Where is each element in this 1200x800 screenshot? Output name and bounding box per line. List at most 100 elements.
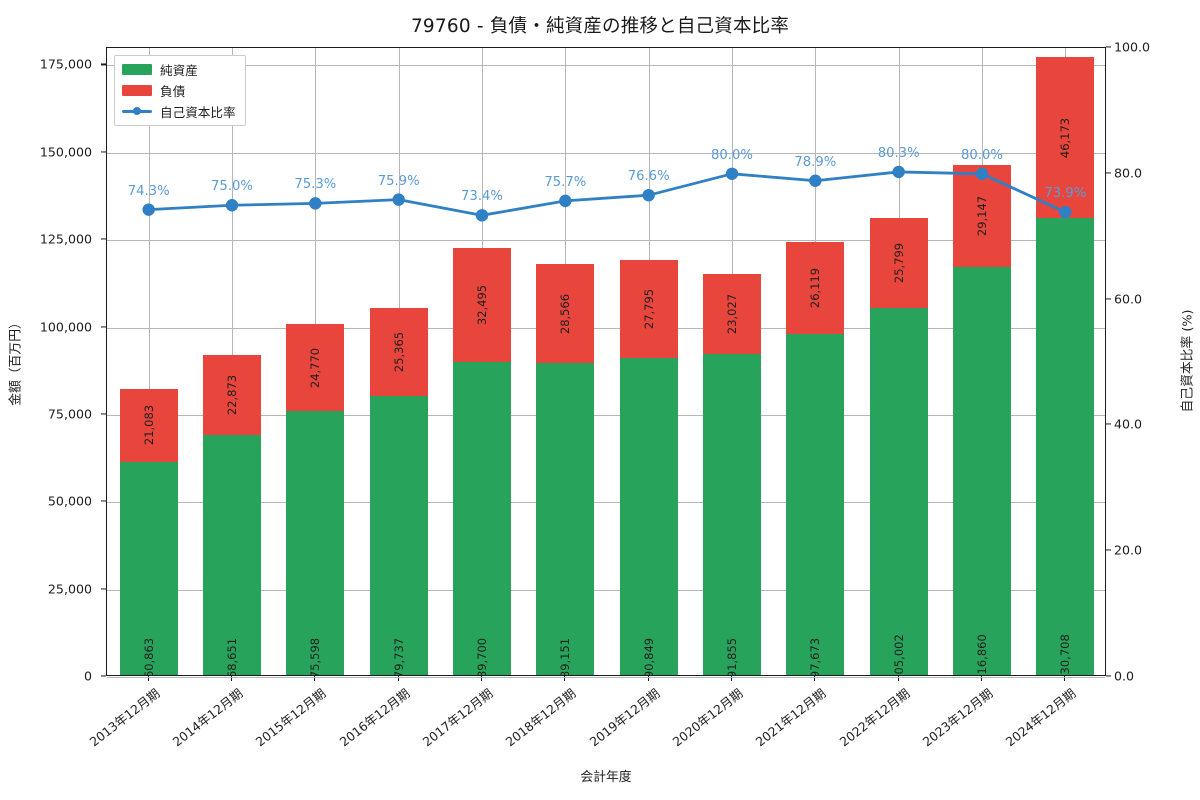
ratio-marker[interactable] — [142, 203, 155, 216]
ratio-label-layer: 74.3% 75.0% 75.3% 75.9% 73.4% 75.7% 76.6% 80.0%… — [107, 48, 1105, 675]
plot-area: 60,863 21,083 68,651 22,873 75,598 24,770 79,7… — [106, 47, 1106, 678]
legend: 純資産負債自己資本比率 — [114, 55, 246, 126]
bar-segment-liability[interactable]: 32,495 — [452, 248, 512, 362]
ratio-marker[interactable] — [1059, 205, 1072, 219]
x-axis-tick-label: 2022年12月期 — [836, 685, 913, 750]
bar-segment-equity[interactable]: 79,737 — [369, 396, 428, 675]
ratio-line-layer — [107, 48, 1105, 675]
y-axis-left-tick-label: 125,000 — [39, 231, 92, 247]
bar-segment-equity[interactable]: 60,863 — [119, 462, 178, 675]
ratio-marker[interactable] — [725, 167, 739, 180]
x-axis-tick-label: 2024年12月期 — [1002, 685, 1079, 750]
bar-segment-liability[interactable]: 27,795 — [619, 260, 678, 358]
gridline-vertical — [148, 48, 150, 675]
x-axis-tick-mark — [981, 676, 983, 681]
bar-segment-liability[interactable]: 23,027 — [702, 273, 762, 355]
bar-group[interactable]: 90,849 27,795 — [619, 260, 678, 675]
ratio-value-label: 80.3% — [877, 145, 920, 161]
gridline-horizontal — [107, 677, 1105, 678]
ratio-marker[interactable] — [892, 165, 905, 179]
x-axis-tick-mark — [397, 676, 399, 681]
ratio-value-label: 73.9% — [1044, 186, 1087, 202]
ratio-value-label: 75.3% — [294, 177, 337, 193]
ratio-marker[interactable] — [309, 197, 322, 210]
x-axis-tick-mark — [564, 676, 566, 681]
bar-group[interactable]: 89,700 32,495 — [452, 248, 512, 675]
y-axis-right-tick-mark — [1106, 298, 1111, 300]
x-axis-tick-mark — [147, 676, 149, 681]
bar-group[interactable]: 105,002 25,799 — [869, 217, 928, 675]
legend-item[interactable]: 自己資本比率 — [122, 103, 236, 120]
y-axis-right-tick-mark — [1106, 46, 1111, 48]
y-axis-left-tick-mark — [101, 63, 106, 66]
bar-group[interactable]: 68,651 22,873 — [202, 355, 262, 675]
bar-group[interactable]: 97,673 26,119 — [786, 242, 845, 675]
ratio-marker[interactable] — [809, 174, 822, 187]
bar-group[interactable]: 89,151 28,566 — [536, 263, 595, 675]
bar-segment-liability[interactable]: 25,799 — [869, 217, 928, 309]
y-axis-left-tick-label: 75,000 — [47, 406, 92, 422]
x-axis-tick-mark — [897, 676, 899, 681]
bar-segment-liability[interactable]: 26,119 — [786, 242, 845, 334]
bar-segment-equity[interactable]: 68,651 — [202, 435, 262, 675]
bar-segment-liability[interactable]: 25,365 — [369, 307, 428, 397]
y-axis-left-tick-mark — [101, 326, 106, 328]
ratio-marker[interactable] — [475, 209, 489, 222]
bar-segment-equity[interactable]: 105,002 — [869, 308, 928, 675]
bar-segment-liability[interactable]: 46,173 — [1036, 56, 1095, 219]
ratio-line-svg — [142, 165, 1072, 222]
x-axis-tick-mark — [314, 676, 316, 681]
ratio-marker[interactable] — [559, 194, 572, 208]
ratio-value-label: 80.0% — [711, 147, 753, 163]
y-axis-right-title: 自己資本比率 (%) — [1180, 309, 1196, 413]
y-axis-left-title: 金額（百万円） — [8, 316, 24, 406]
ratio-marker[interactable] — [392, 193, 405, 206]
legend-item-label: 自己資本比率 — [160, 104, 236, 120]
y-axis-left-tick-mark — [101, 413, 106, 415]
bar-segment-equity[interactable]: 75,598 — [286, 410, 345, 675]
gridline-horizontal — [107, 65, 1105, 67]
bar-group[interactable]: 75,598 24,770 — [286, 324, 345, 675]
bar-segment-equity[interactable]: 116,860 — [952, 266, 1012, 675]
y-axis-right-tick-mark — [1106, 675, 1111, 677]
legend-color-swatch-icon — [122, 63, 152, 75]
x-axis-tick-label: 2016年12月期 — [336, 685, 413, 750]
y-axis-right-tick-label: 20.0 — [1114, 542, 1143, 558]
bar-group[interactable]: 130,708 46,173 — [1036, 56, 1095, 675]
legend-item[interactable]: 純資産 — [122, 61, 236, 78]
x-axis-tick-label: 2019年12月期 — [586, 685, 663, 750]
legend-item[interactable]: 負債 — [122, 82, 236, 99]
ratio-value-label: 75.0% — [211, 179, 253, 195]
bar-group[interactable]: 60,863 21,083 — [119, 388, 178, 675]
y-axis-right-tick-mark — [1106, 423, 1111, 425]
bar-segment-liability[interactable]: 24,770 — [286, 324, 345, 411]
ratio-marker[interactable] — [975, 167, 989, 180]
gridline-horizontal — [107, 240, 1105, 242]
ratio-value-label: 73.4% — [461, 189, 503, 205]
gridline-horizontal — [107, 327, 1105, 329]
bar-group[interactable]: 91,855 23,027 — [702, 273, 762, 675]
ratio-marker[interactable] — [642, 188, 655, 202]
x-axis-tick-label: 2020年12月期 — [669, 685, 746, 750]
ratio-marker[interactable] — [225, 199, 239, 212]
bar-segment-equity[interactable]: 97,673 — [786, 333, 845, 675]
bar-segment-liability[interactable]: 22,873 — [202, 355, 262, 436]
ratio-value-label: 80.0% — [961, 147, 1003, 163]
ratio-value-label: 78.9% — [794, 154, 837, 170]
y-axis-left-tick-mark — [101, 500, 106, 502]
bar-group[interactable]: 116,860 29,147 — [952, 164, 1012, 675]
bar-segment-liability[interactable]: 28,566 — [536, 263, 595, 364]
bar-segment-equity[interactable]: 91,855 — [702, 354, 762, 675]
y-axis-left-tick-mark — [101, 588, 106, 590]
bar-segment-equity[interactable]: 90,849 — [619, 357, 678, 675]
x-axis-title: 会計年度 — [580, 770, 632, 785]
y-axis-left-tick-mark — [101, 238, 106, 240]
x-axis-tick-mark — [731, 676, 733, 681]
bar-segment-equity[interactable]: 89,700 — [452, 361, 512, 675]
bar-group[interactable]: 79,737 25,365 — [369, 307, 428, 675]
bar-segment-equity[interactable]: 130,708 — [1036, 218, 1095, 675]
chart-title: 79760 - 負債・純資産の推移と自己資本比率 — [410, 16, 790, 37]
bar-segment-equity[interactable]: 89,151 — [536, 363, 595, 675]
bar-segment-liability[interactable]: 21,083 — [119, 388, 178, 463]
y-axis-left-tick-label: 25,000 — [47, 581, 92, 597]
